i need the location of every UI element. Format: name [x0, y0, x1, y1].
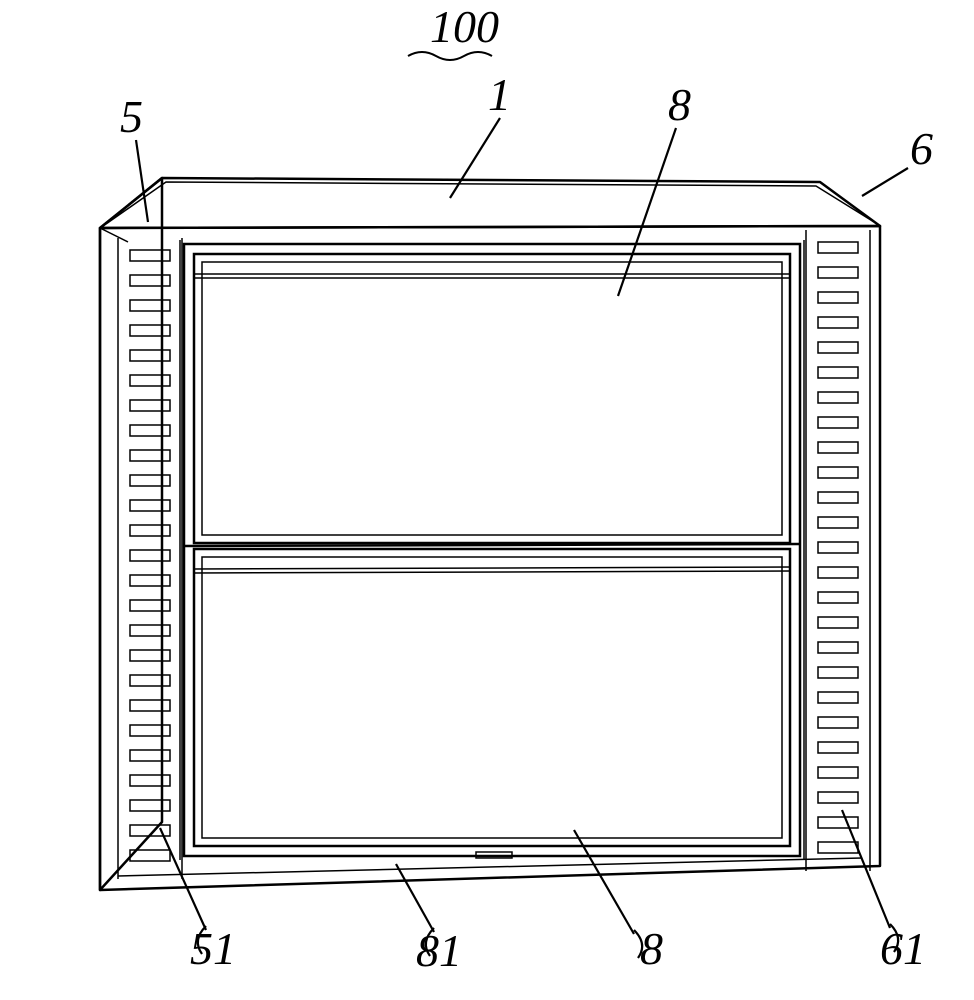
label-right_side: 6 [910, 123, 933, 174]
label-upper_door: 8 [668, 79, 691, 130]
label-top_panel: 1 [488, 69, 511, 120]
label-bottom_edge: 81 [416, 925, 462, 976]
label-lower_door: 8 [640, 923, 663, 974]
label-left_side: 5 [120, 91, 143, 142]
label-right_vents: 61 [880, 923, 926, 974]
lower-drawer [194, 549, 790, 858]
labels: 100 1 5 6 8 8 51 61 81 [120, 1, 933, 976]
right-vent-column [806, 230, 870, 871]
assembly-squiggle [408, 52, 492, 60]
diagram-svg: 100 1 5 6 8 8 51 61 81 [0, 0, 974, 1000]
upper-drawer [194, 254, 790, 543]
left-vent-column [118, 238, 182, 879]
cabinet-body [100, 178, 880, 890]
label-assembly: 100 [430, 1, 499, 52]
label-left_vents: 51 [190, 923, 236, 974]
